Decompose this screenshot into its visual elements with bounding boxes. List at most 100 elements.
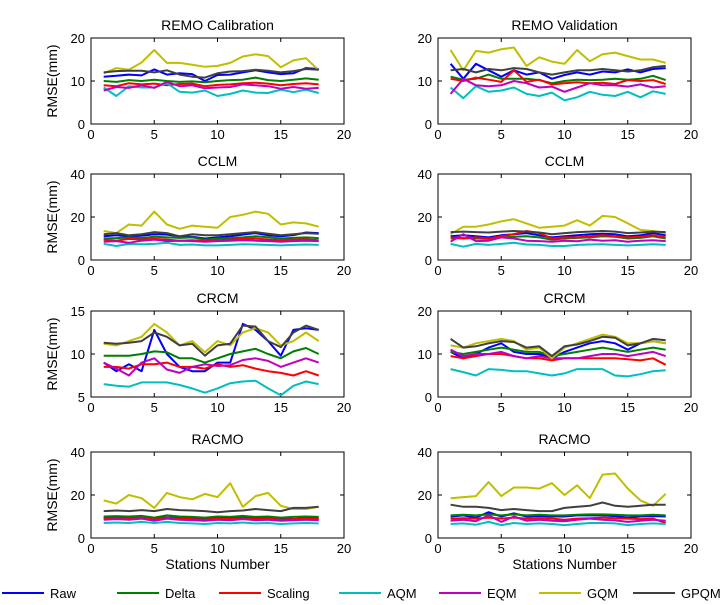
series-line-eqm (103, 517, 319, 522)
y-tick-label: 10 (71, 74, 85, 89)
x-tick-label: 0 (87, 541, 94, 556)
y-tick-label: 40 (418, 445, 432, 460)
legend-label-raw: Raw (50, 586, 77, 601)
y-tick-label: 40 (71, 445, 85, 460)
series-line-aqm (450, 241, 666, 248)
y-axis-label: RMSE(mm) (44, 44, 60, 117)
x-tick-label: 20 (337, 127, 351, 142)
series-line-scaling (450, 69, 666, 86)
y-tick-label: 0 (78, 117, 85, 132)
series-line-gqm (103, 210, 319, 235)
chart-title: CCLM (198, 153, 238, 169)
x-tick-label: 0 (434, 541, 441, 556)
series-line-eqm (450, 514, 666, 523)
series-line-gqm (449, 46, 666, 72)
x-tick-label: 15 (621, 400, 635, 415)
x-tick-label: 20 (337, 400, 351, 415)
series-line-gpqm (103, 324, 320, 357)
x-tick-label: 10 (557, 127, 571, 142)
x-axis-label: Stations Number (512, 556, 617, 572)
series-line-aqm (103, 379, 319, 397)
series-line-delta (103, 514, 319, 519)
x-tick-label: 5 (151, 263, 158, 278)
y-tick-label: 0 (425, 531, 432, 546)
y-tick-label: 20 (418, 488, 432, 503)
y-tick-label: 20 (418, 210, 432, 225)
series-line-eqm (449, 77, 666, 95)
y-tick-label: 20 (71, 31, 85, 46)
y-tick-label: 10 (71, 347, 85, 362)
legend: Raw Delta Scaling AQM EQM GQM GPQM (2, 586, 720, 601)
x-axis-label: Stations Number (165, 556, 270, 572)
series-line-gqm (450, 472, 667, 507)
x-tick-label: 15 (621, 541, 635, 556)
series-line-delta (103, 347, 320, 364)
series-line-delta (103, 76, 319, 84)
series-line-delta (450, 346, 666, 358)
chart-panel-2: 0 5 10 15 20 0 10 20 REMO Validation (418, 17, 699, 142)
chart-title: CCLM (545, 153, 585, 169)
x-tick-label: 0 (434, 400, 441, 415)
x-tick-label: 20 (684, 541, 698, 556)
series-line-scaling (103, 81, 319, 88)
x-tick-label: 0 (87, 400, 94, 415)
series-line-aqm (103, 82, 319, 97)
series-line-gqm (450, 214, 666, 236)
y-axis-label: RMSE(mm) (44, 180, 60, 253)
legend-label-gpqm: GPQM (681, 586, 720, 601)
chart-title: CRCM (544, 290, 586, 306)
series-line-aqm (450, 368, 666, 378)
y-tick-label: 0 (425, 253, 432, 268)
y-axis-label: RMSE(mm) (44, 458, 60, 531)
series-line-aqm (450, 520, 666, 527)
y-tick-label: 20 (71, 488, 85, 503)
x-tick-label: 20 (684, 263, 698, 278)
x-tick-label: 20 (684, 127, 698, 142)
plot-frame (437, 173, 692, 261)
y-tick-label: 40 (418, 167, 432, 182)
series-line-raw (103, 67, 319, 82)
y-tick-label: 0 (425, 390, 432, 405)
series-line-raw (450, 511, 666, 519)
legend-label-eqm: EQM (487, 586, 517, 601)
chart-panel-4: 0 5 10 15 20 0 20 40 CCLM (418, 153, 699, 278)
series-line-eqm (450, 233, 666, 243)
plot-frame (90, 173, 345, 261)
series-line-delta (450, 513, 666, 517)
series-line-eqm (450, 348, 667, 360)
x-tick-label: 15 (621, 127, 635, 142)
series-line-gpqm (103, 231, 319, 238)
series-line-gpqm (450, 335, 666, 358)
legend-label-gqm: GQM (587, 586, 618, 601)
series-line-eqm (103, 238, 319, 244)
chart-panel-1: 0 5 10 15 20 0 10 20 REMO Calibration RMSE(mm) (44, 17, 351, 142)
x-tick-label: 15 (274, 400, 288, 415)
y-tick-label: 40 (71, 167, 85, 182)
x-tick-label: 15 (274, 127, 288, 142)
series-line-delta (103, 235, 319, 241)
x-tick-label: 20 (337, 541, 351, 556)
x-tick-label: 15 (621, 263, 635, 278)
series-line-gpqm (450, 64, 666, 76)
x-tick-label: 5 (151, 127, 158, 142)
x-tick-label: 0 (434, 263, 441, 278)
y-tick-label: 20 (71, 210, 85, 225)
x-tick-label: 0 (87, 263, 94, 278)
chart-title: REMO Validation (511, 17, 617, 33)
x-tick-label: 10 (210, 400, 224, 415)
y-tick-label: 10 (418, 74, 432, 89)
chart-title: CRCM (197, 290, 239, 306)
series-line-eqm (103, 357, 320, 377)
series-line-gqm (103, 482, 319, 510)
series-line-gpqm (450, 230, 666, 236)
y-tick-label: 0 (78, 253, 85, 268)
x-tick-label: 0 (434, 127, 441, 142)
x-tick-label: 20 (337, 263, 351, 278)
x-tick-label: 10 (210, 263, 224, 278)
y-tick-label: 0 (78, 531, 85, 546)
x-tick-label: 15 (274, 263, 288, 278)
series-line-raw (450, 232, 666, 239)
x-tick-label: 10 (557, 541, 571, 556)
